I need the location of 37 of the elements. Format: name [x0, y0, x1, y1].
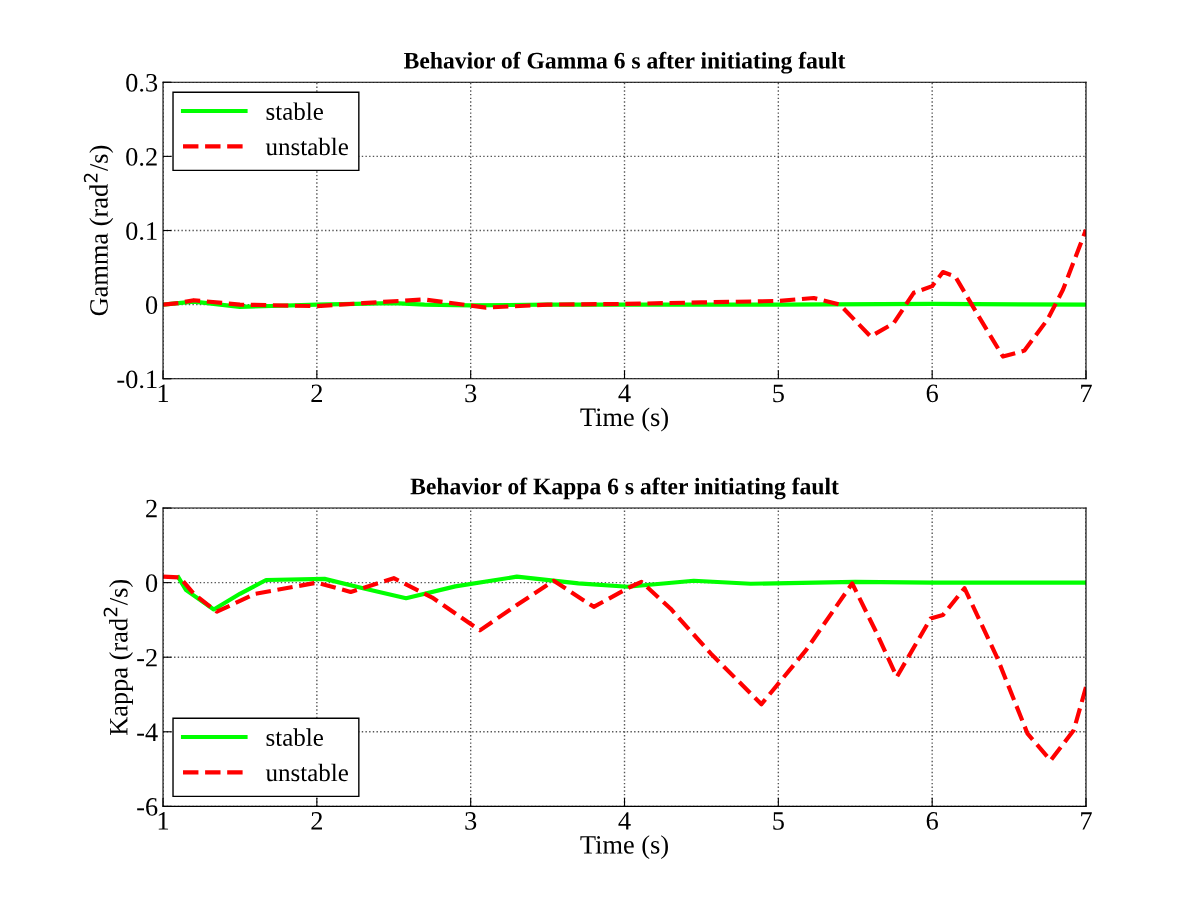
x-tick-label: 7	[1081, 384, 1092, 402]
x-tick-label: 1	[158, 812, 169, 830]
line-series	[176, 574, 1087, 612]
line-series	[163, 227, 1087, 359]
legend-label: unstable	[265, 763, 348, 782]
line-series	[163, 574, 1087, 763]
y-tick-label: 0	[145, 296, 158, 315]
chart-title: Behavior of Gamma 6 s after initiating fault	[403, 51, 846, 74]
x-tick-label: 3	[465, 812, 477, 830]
legend-label: unstable	[265, 137, 348, 156]
y-tick-label: 0.2	[126, 148, 157, 166]
y-tick-label: 0.1	[126, 222, 157, 241]
x-axis-title: Time (s)	[580, 407, 668, 432]
x-tick-label: 4	[618, 812, 631, 830]
y-tick-label: 0.3	[126, 73, 158, 92]
x-tick-label: 2	[311, 812, 322, 830]
y-tick-label: 0	[145, 574, 158, 593]
x-tick-label: 2	[311, 384, 322, 402]
x-tick-label: 6	[926, 812, 938, 830]
y-tick-label: -2	[137, 648, 157, 667]
x-tick-label: 3	[465, 384, 477, 403]
chart-title: Behavior of Kappa 6 s after initiating fault	[410, 477, 839, 500]
legend-label: stable	[266, 728, 323, 746]
y-axis-title: Gamma (rad$^{2}$/s)	[83, 145, 114, 316]
y-tick-label: -0.1	[117, 370, 157, 389]
y-axis-title: Kappa (rad$^{2}$/s)	[103, 579, 134, 736]
legend-label: stable	[266, 102, 323, 121]
x-tick-label: 1	[158, 384, 169, 402]
x-tick-label: 4	[618, 384, 631, 402]
x-tick-label: 7	[1081, 812, 1092, 830]
x-tick-label: 6	[926, 384, 938, 403]
x-tick-label: 5	[773, 812, 784, 830]
x-axis-title: Time (s)	[580, 835, 668, 860]
x-tick-label: 5	[773, 384, 784, 403]
y-tick-label: -4	[137, 723, 158, 741]
y-tick-label: 2	[146, 499, 157, 518]
y-tick-label: -6	[137, 798, 158, 816]
